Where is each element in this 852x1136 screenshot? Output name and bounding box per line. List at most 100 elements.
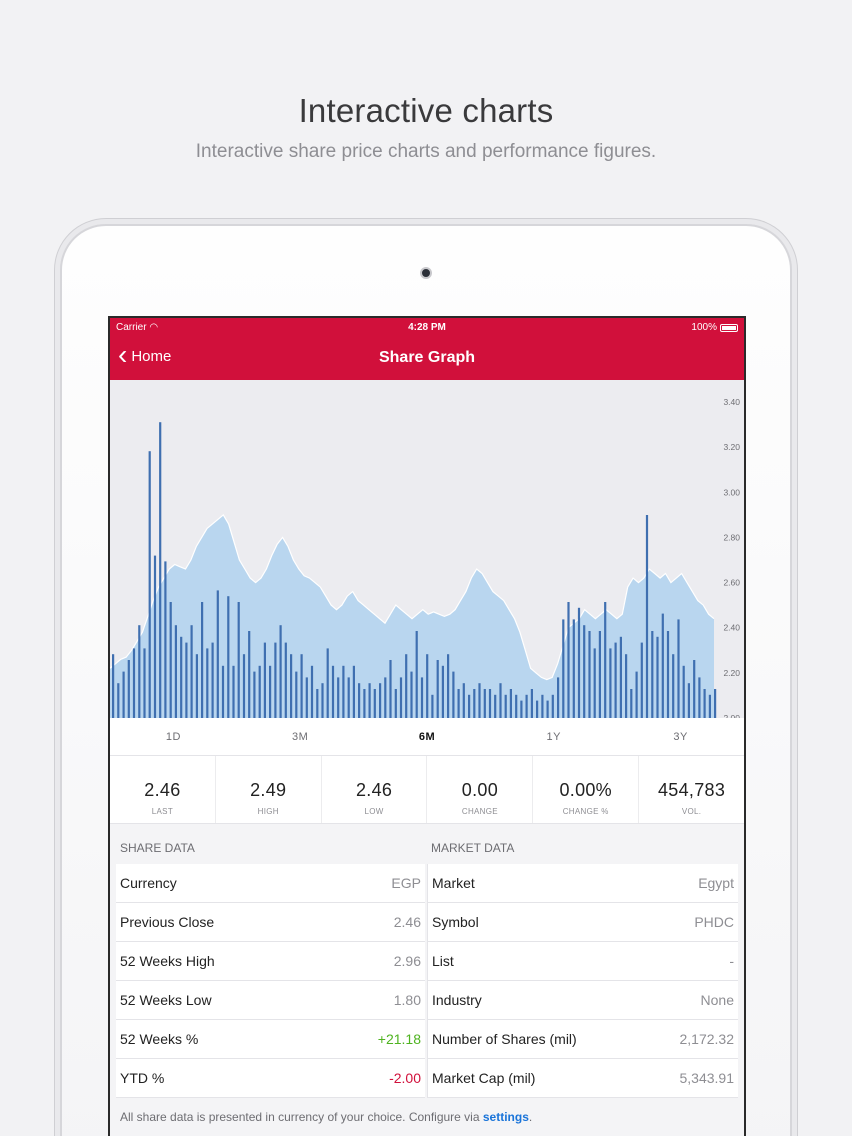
volume-bar [394,689,397,718]
share-data-row: Previous Close 2.46 [116,903,425,942]
quote-value: 454,783 [657,780,726,800]
quote-label: CHANGE [461,807,498,816]
volume-bar [577,607,581,718]
market-data-row: Market Egypt [427,864,738,903]
share-data-value: 2.46 [393,914,421,930]
y-tick-label: 3.20 [723,442,740,452]
volume-bar [635,671,638,718]
market-data-row: Symbol PHDC [427,903,738,942]
quote-value: 0.00 [461,780,499,800]
share-data-row: Currency EGP [116,864,425,903]
volume-bar [117,683,120,718]
volume-bar [583,625,586,718]
y-tick-label: 2.80 [723,532,740,542]
volume-bar [373,689,376,718]
volume-bar [666,631,670,718]
y-tick-label: 2.60 [723,578,740,588]
quote-cell: 454,783 VOL. [639,756,744,823]
range-tab-3m[interactable]: 3M [292,731,309,743]
volume-bar [572,619,575,718]
price-line [110,513,715,681]
quote-cell: 0.00 CHANGE [427,756,534,823]
range-tab-1y[interactable]: 1Y [546,731,562,743]
volume-bar [541,694,544,718]
volume-bar [651,631,654,718]
share-data-header: SHARE DATA [120,841,195,855]
y-tick-label: 2.40 [723,623,740,633]
volume-bar [504,694,507,718]
volume-bar [237,602,240,718]
range-tab-1d[interactable]: 1D [165,731,181,743]
footnote-end: . [528,1110,533,1124]
volume-bar [227,596,230,718]
quote-summary: 2.46 LAST 2.49 HIGH 2.46 LOW 0.00 CHANGE 0.00% CH… [110,756,744,824]
volume-bar [132,648,136,718]
range-tabs: 1D 3M 6M 1Y 3Y [110,718,744,756]
volume-bar [567,602,570,718]
volume-bar [687,683,690,718]
footnote-text: All share data is presented in currency … [120,1110,483,1124]
range-tab-3y[interactable]: 3Y [673,731,688,743]
market-data-key: Symbol [432,914,479,930]
volume-bar [693,660,696,718]
volume-bar [274,642,277,718]
share-data-value: 1.80 [393,992,421,1008]
carrier-label: Carrier [116,322,147,333]
market-data-key: List [432,953,454,969]
market-data-key: Industry [432,992,482,1008]
market-data-row: Industry None [427,981,738,1020]
share-data-value: +21.18 [377,1031,421,1047]
volume-bar [609,648,612,718]
volume-bar [714,689,717,718]
app-screen: Carrier ◠ 4:28 PM 100% ‹ Home Share Grap… [108,316,746,1136]
volume-bar [645,515,649,718]
volume-bar [525,694,528,718]
market-data-value: - [729,953,734,969]
volume-bar [640,642,643,718]
volume-bar [447,654,450,718]
volume-bar [206,648,209,718]
volume-bar [143,648,146,718]
back-button[interactable]: ‹ Home [118,339,171,370]
settings-link[interactable]: settings [482,1110,529,1124]
quote-value: 2.46 [355,780,393,800]
camera-dot [420,267,432,279]
volume-bar [337,677,340,718]
share-data-key: 52 Weeks % [120,1031,199,1047]
share-data-table: SHARE DATA Currency EGP Previous Close 2.46… [116,824,427,1098]
volume-bar [457,689,460,718]
quote-value: 0.00% [559,780,612,800]
volume-bar [551,694,554,718]
range-tab-6m[interactable]: 6M [418,731,436,743]
y-tick-label: 3.00 [723,487,740,497]
volume-bar [415,631,418,718]
volume-bar [180,636,183,718]
navigation-bar: Carrier ◠ 4:28 PM 100% ‹ Home Share Grap… [110,318,744,380]
status-time: 4:28 PM [408,322,446,333]
volume-bar [253,671,256,718]
quote-value: 2.46 [144,780,181,800]
share-data-key: Currency [120,875,177,891]
volume-bar [483,689,486,718]
volume-bar [368,683,371,718]
volume-bar [619,636,622,718]
volume-bar [305,677,308,718]
volume-bar [604,602,607,718]
volume-bar [248,631,251,718]
volume-bar [431,694,434,718]
y-tick-label: 2.00 [723,713,740,718]
chart-svg[interactable]: 3.40 3.20 3.00 2.80 2.60 2.40 2.20 2.00 [110,380,744,718]
volume-bar [127,660,130,718]
volume-bar [462,683,465,718]
status-carrier: Carrier ◠ [116,322,158,333]
market-data-value: PHDC [694,914,734,930]
volume-bar [321,683,324,718]
volume-bar [295,671,298,718]
volume-bar [169,602,172,718]
volume-bar [216,590,219,718]
share-chart[interactable]: 3.40 3.20 3.00 2.80 2.60 2.40 2.20 2.00 [110,380,744,718]
chevron-left-icon: ‹ [118,339,128,370]
share-data-row: YTD % -2.00 [116,1059,425,1098]
footnote: All share data is presented in currency … [110,1098,744,1136]
share-data-key: 52 Weeks Low [120,992,212,1008]
